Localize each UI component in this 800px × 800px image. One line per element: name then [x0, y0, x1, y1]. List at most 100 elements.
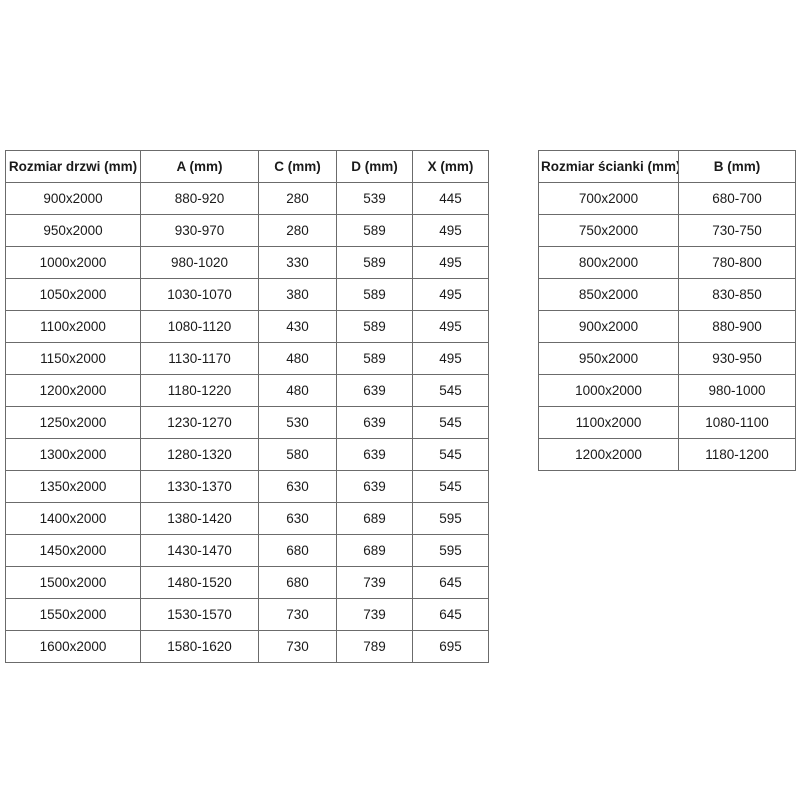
cell-value: 589	[336, 342, 413, 375]
cell-value: 730	[258, 630, 337, 663]
cell-value: 789	[336, 630, 413, 663]
cell-value: 545	[412, 406, 489, 439]
table-row: 1100x2000 1080-1120 430 589 495	[5, 310, 489, 343]
cell-value: 1180-1220	[140, 374, 259, 407]
cell-value: 1530-1570	[140, 598, 259, 631]
cell-value: 639	[336, 406, 413, 439]
table-row: 900x2000 880-920 280 539 445	[5, 182, 489, 215]
cell-size: 1350x2000	[5, 470, 141, 503]
cell-value: 545	[412, 470, 489, 503]
cell-size: 1200x2000	[538, 438, 679, 471]
cell-value: 380	[258, 278, 337, 311]
cell-value: 430	[258, 310, 337, 343]
door-size-specification-table: Rozmiar drzwi (mm) A (mm) C (mm) D (mm) X (m…	[5, 150, 489, 663]
cell-value: 630	[258, 502, 337, 535]
cell-value: 930-970	[140, 214, 259, 247]
table-row: 1200x2000 1180-1200	[538, 438, 796, 471]
cell-value: 880-920	[140, 182, 259, 215]
cell-value: 330	[258, 246, 337, 279]
column-header-1: B (mm)	[678, 150, 796, 183]
table-row: 1450x2000 1430-1470 680 689 595	[5, 534, 489, 567]
cell-size: 850x2000	[538, 278, 679, 311]
table-row: 1300x2000 1280-1320 580 639 545	[5, 438, 489, 471]
column-header-0: Rozmiar drzwi (mm)	[5, 150, 141, 183]
cell-size: 1450x2000	[5, 534, 141, 567]
cell-value: 739	[336, 566, 413, 599]
cell-value: 980-1020	[140, 246, 259, 279]
cell-value: 480	[258, 374, 337, 407]
cell-size: 1150x2000	[5, 342, 141, 375]
cell-value: 1180-1200	[678, 438, 796, 471]
cell-value: 645	[412, 566, 489, 599]
cell-value: 639	[336, 438, 413, 471]
cell-size: 1250x2000	[5, 406, 141, 439]
table-row: 950x2000 930-970 280 589 495	[5, 214, 489, 247]
table-row: 1400x2000 1380-1420 630 689 595	[5, 502, 489, 535]
cell-value: 739	[336, 598, 413, 631]
cell-value: 1080-1100	[678, 406, 796, 439]
table-row: 1000x2000 980-1000	[538, 374, 796, 407]
cell-value: 495	[412, 278, 489, 311]
cell-value: 580	[258, 438, 337, 471]
cell-value: 730-750	[678, 214, 796, 247]
cell-size: 1100x2000	[5, 310, 141, 343]
door-table-body: 900x2000 880-920 280 539 445 950x2000 930-970 2…	[5, 182, 489, 663]
cell-value: 1080-1120	[140, 310, 259, 343]
cell-value: 280	[258, 182, 337, 215]
cell-value: 1130-1170	[140, 342, 259, 375]
cell-value: 495	[412, 246, 489, 279]
table-row: 1500x2000 1480-1520 680 739 645	[5, 566, 489, 599]
table-row: 1250x2000 1230-1270 530 639 545	[5, 406, 489, 439]
cell-value: 1580-1620	[140, 630, 259, 663]
column-header-0: Rozmiar ścianki (mm)	[538, 150, 679, 183]
cell-value: 539	[336, 182, 413, 215]
cell-value: 680-700	[678, 182, 796, 215]
cell-size: 900x2000	[5, 182, 141, 215]
cell-value: 545	[412, 374, 489, 407]
table-header-row: Rozmiar drzwi (mm) A (mm) C (mm) D (mm) X (m…	[5, 150, 489, 183]
wall-table-body: 700x2000 680-700 750x2000 730-750 800x2000 78…	[538, 182, 796, 471]
cell-value: 589	[336, 310, 413, 343]
cell-value: 495	[412, 310, 489, 343]
cell-size: 1600x2000	[5, 630, 141, 663]
cell-value: 1230-1270	[140, 406, 259, 439]
table-row: 1100x2000 1080-1100	[538, 406, 796, 439]
cell-value: 830-850	[678, 278, 796, 311]
table-header-row: Rozmiar ścianki (mm) B (mm)	[538, 150, 796, 183]
cell-value: 880-900	[678, 310, 796, 343]
cell-value: 595	[412, 534, 489, 567]
cell-size: 1400x2000	[5, 502, 141, 535]
cell-value: 639	[336, 374, 413, 407]
cell-size: 950x2000	[538, 342, 679, 375]
table-row: 900x2000 880-900	[538, 310, 796, 343]
cell-value: 980-1000	[678, 374, 796, 407]
cell-value: 545	[412, 438, 489, 471]
cell-size: 750x2000	[538, 214, 679, 247]
cell-value: 495	[412, 214, 489, 247]
table-row: 800x2000 780-800	[538, 246, 796, 279]
wall-panel-size-specification-table: Rozmiar ścianki (mm) B (mm) 700x2000 680-7…	[538, 150, 796, 471]
wall-table-header: Rozmiar ścianki (mm) B (mm)	[538, 150, 796, 183]
cell-value: 780-800	[678, 246, 796, 279]
cell-size: 1300x2000	[5, 438, 141, 471]
column-header-4: X (mm)	[412, 150, 489, 183]
cell-value: 1430-1470	[140, 534, 259, 567]
cell-value: 1280-1320	[140, 438, 259, 471]
cell-value: 730	[258, 598, 337, 631]
table-row: 950x2000 930-950	[538, 342, 796, 375]
cell-value: 930-950	[678, 342, 796, 375]
cell-value: 689	[336, 502, 413, 535]
cell-value: 280	[258, 214, 337, 247]
cell-value: 495	[412, 342, 489, 375]
cell-value: 645	[412, 598, 489, 631]
door-table-header: Rozmiar drzwi (mm) A (mm) C (mm) D (mm) X (m…	[5, 150, 489, 183]
cell-size: 700x2000	[538, 182, 679, 215]
cell-value: 589	[336, 246, 413, 279]
cell-size: 1000x2000	[538, 374, 679, 407]
column-header-2: C (mm)	[258, 150, 337, 183]
cell-size: 1500x2000	[5, 566, 141, 599]
table-row: 1050x2000 1030-1070 380 589 495	[5, 278, 489, 311]
column-header-3: D (mm)	[336, 150, 413, 183]
cell-size: 800x2000	[538, 246, 679, 279]
cell-size: 1100x2000	[538, 406, 679, 439]
